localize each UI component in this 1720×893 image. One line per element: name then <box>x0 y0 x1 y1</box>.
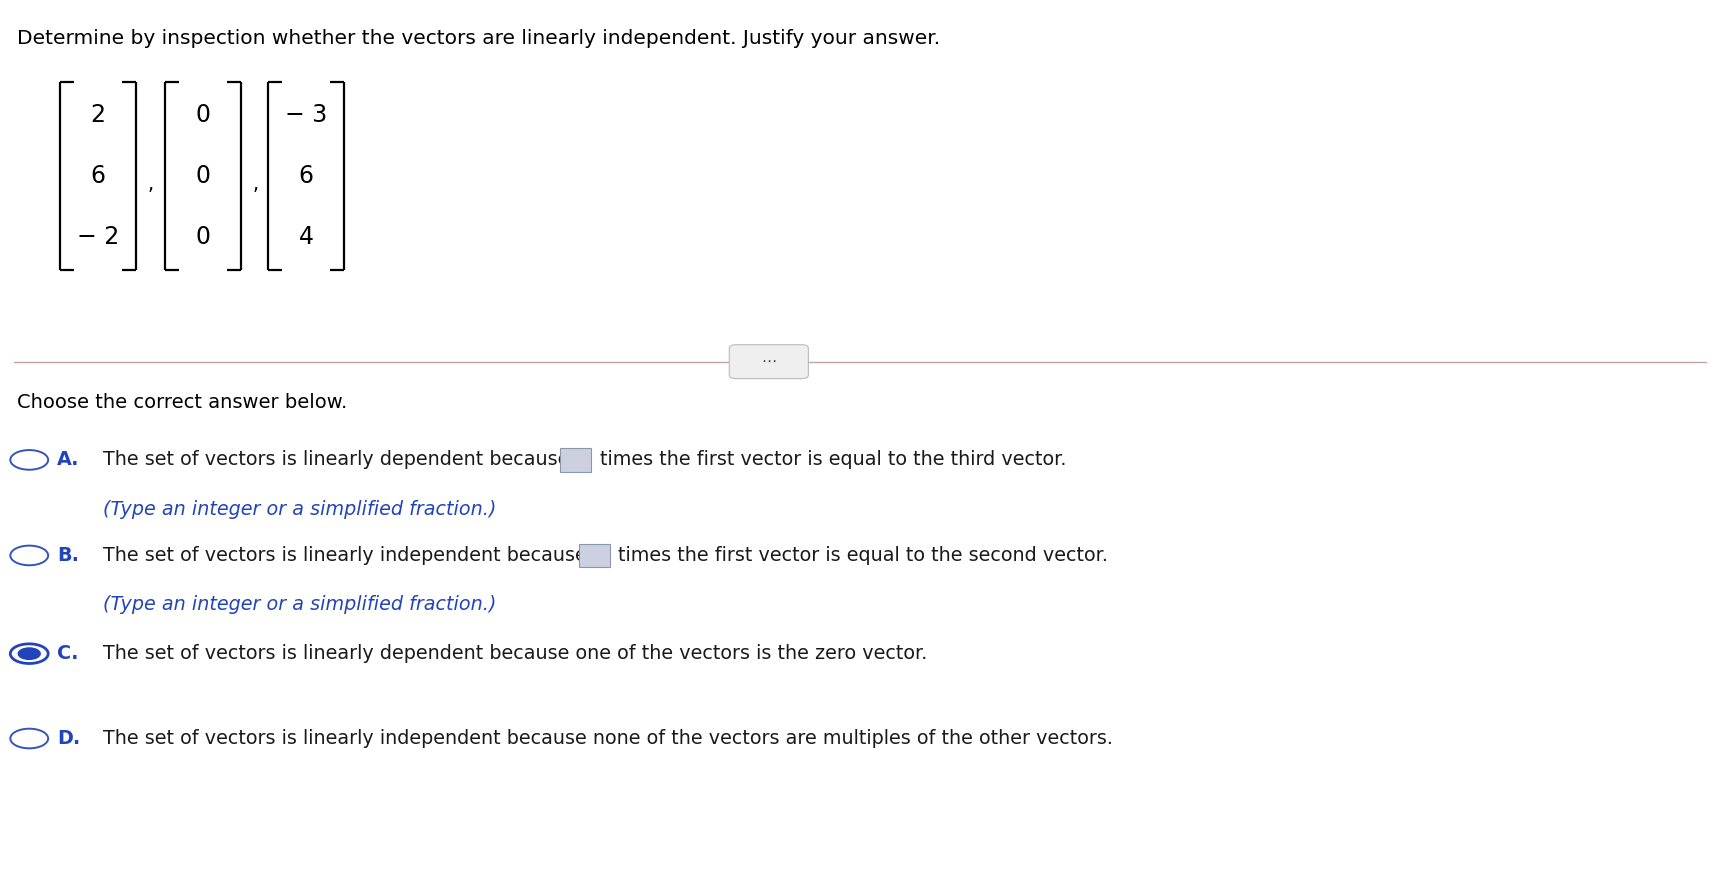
Text: 0: 0 <box>196 104 210 127</box>
Text: times the first vector is equal to the second vector.: times the first vector is equal to the s… <box>619 546 1108 565</box>
Circle shape <box>19 648 40 659</box>
Text: The set of vectors is linearly dependent because one of the vectors is the zero : The set of vectors is linearly dependent… <box>103 644 927 663</box>
Text: 0: 0 <box>196 225 210 248</box>
Text: − 2: − 2 <box>77 225 119 248</box>
Text: B.: B. <box>57 546 79 565</box>
Text: times the first vector is equal to the third vector.: times the first vector is equal to the t… <box>600 450 1066 470</box>
Text: ⋯: ⋯ <box>762 355 776 369</box>
Text: (Type an integer or a simplified fraction.): (Type an integer or a simplified fractio… <box>103 499 497 519</box>
Text: D.: D. <box>57 729 81 748</box>
Text: C.: C. <box>57 644 79 663</box>
FancyBboxPatch shape <box>578 544 609 567</box>
FancyBboxPatch shape <box>729 345 808 379</box>
Text: (Type an integer or a simplified fraction.): (Type an integer or a simplified fractio… <box>103 595 497 614</box>
Text: 6: 6 <box>91 164 105 188</box>
Text: The set of vectors is linearly independent because: The set of vectors is linearly independe… <box>103 546 587 565</box>
Text: A.: A. <box>57 450 79 470</box>
Text: ,: , <box>253 175 260 195</box>
Text: 0: 0 <box>196 164 210 188</box>
Text: Determine by inspection whether the vectors are linearly independent. Justify yo: Determine by inspection whether the vect… <box>17 29 941 47</box>
FancyBboxPatch shape <box>561 448 592 472</box>
Text: 6: 6 <box>299 164 313 188</box>
Text: 4: 4 <box>299 225 313 248</box>
Text: ,: , <box>148 175 155 195</box>
Text: 2: 2 <box>91 104 105 127</box>
Text: Choose the correct answer below.: Choose the correct answer below. <box>17 393 347 412</box>
Text: The set of vectors is linearly dependent because: The set of vectors is linearly dependent… <box>103 450 569 470</box>
Text: The set of vectors is linearly independent because none of the vectors are multi: The set of vectors is linearly independe… <box>103 729 1113 748</box>
Text: − 3: − 3 <box>286 104 327 127</box>
